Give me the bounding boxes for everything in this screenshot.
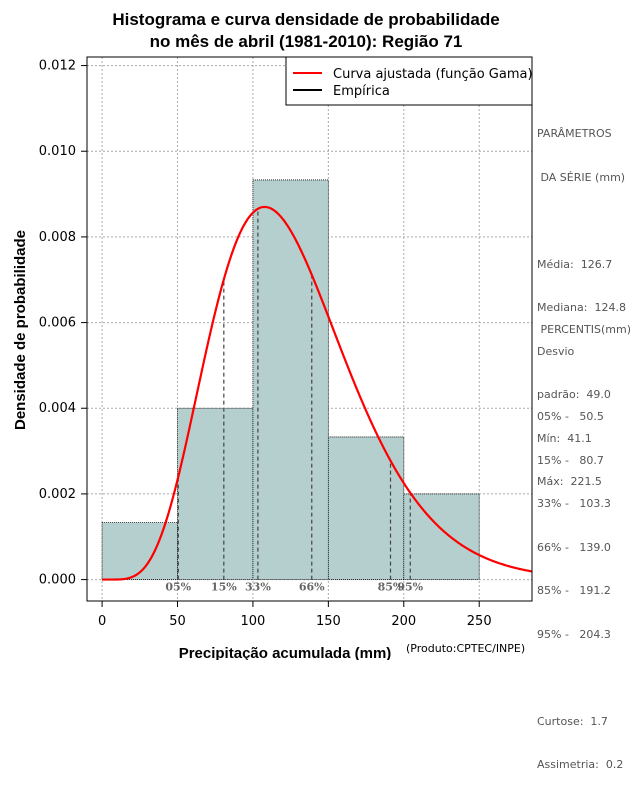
gamma-fit-curve — [102, 205, 533, 581]
percentile-label-05%: 05% — [165, 581, 191, 594]
percentile-66: 66% - 139.0 — [537, 540, 611, 554]
x-tick-label-2: 100 — [241, 614, 266, 629]
skewness: Assimetria: 0.2 — [537, 758, 624, 771]
param-sd: padrão: 49.0 — [537, 388, 611, 401]
credit-text: (Produto:CPTEC/INPE) — [406, 642, 525, 655]
percentile-label-95%: 95% — [397, 581, 423, 594]
histogram-chart: Histograma e curva densidade de probabil… — [12, 10, 533, 660]
percentile-85: 85% - 191.2 — [537, 584, 611, 597]
param-sd-label: Desvio — [537, 344, 575, 358]
y-tick-label-4: 0.008 — [39, 230, 76, 245]
percentiles-panel: PERCENTIS(mm) 05% - 50.5 15% - 80.7 33% … — [537, 294, 631, 787]
y-tick-label-0: 0.000 — [39, 573, 76, 588]
percentile-15: 15% - 80.7 — [537, 453, 604, 467]
x-tick-label-3: 150 — [316, 614, 341, 629]
y-tick-label-2: 0.004 — [39, 401, 76, 416]
histogram-bar-1 — [177, 407, 254, 580]
x-axis-label: Precipitação acumulada (mm) — [179, 645, 392, 660]
y-tick-label-3: 0.006 — [39, 316, 76, 331]
chart-title-line-2: no mês de abril (1981-2010): Região 71 — [150, 32, 463, 51]
percentile-label-66%: 66% — [299, 581, 325, 594]
legend-label-empirical: Empírica — [333, 84, 390, 99]
y-tick-label-1: 0.002 — [39, 487, 76, 502]
y-tick-label-5: 0.010 — [39, 144, 76, 159]
histogram-bar-3 — [327, 436, 405, 580]
param-max: Máx: 221.5 — [537, 475, 602, 488]
percentiles-title: PERCENTIS(mm) — [537, 323, 631, 336]
percentile-05: 05% - 50.5 — [537, 410, 604, 423]
axes: 0 50 100 150 200 250 0.000 0.002 0.004 0.006 0.008… — [39, 56, 533, 629]
percentile-label-85%: 85% — [378, 581, 404, 594]
chart-title-line-1: Histograma e curva densidade de probabil… — [112, 10, 499, 29]
legend-box — [285, 56, 533, 106]
percentile-95: 95% - 204.3 — [537, 627, 611, 641]
legend-label-gamma: Curva ajustada (função Gama) — [333, 67, 533, 82]
gamma-curve-layer — [102, 205, 533, 581]
histogram-bar-4 — [403, 493, 480, 580]
percentile-33: 33% - 103.3 — [537, 497, 611, 510]
parameters-title-line-1: PARÂMETROS — [537, 127, 612, 140]
percentile-label-15%: 15% — [211, 581, 237, 594]
x-tick-label-5: 250 — [467, 614, 492, 629]
percentile-label-33%: 33% — [245, 581, 271, 594]
legend: Curva ajustada (função Gama) Empírica — [285, 56, 533, 106]
x-tick-label-4: 200 — [391, 614, 416, 629]
param-mean: Média: 126.7 — [537, 257, 613, 271]
param-median: Mediana: 124.8 — [537, 301, 626, 314]
histogram-bars — [101, 179, 480, 580]
histogram-bar-2 — [252, 179, 329, 580]
param-min: Mín: 41.1 — [537, 431, 592, 445]
y-axis-label: Densidade de probabilidade — [12, 230, 29, 430]
histogram-bar-0 — [101, 522, 178, 580]
percentile-lines: 05% 15% 33% 66% 85%95% — [165, 208, 424, 594]
series-parameters-panel: PARÂMETROS DA SÉRIE (mm) Média: 126.7 Me… — [537, 98, 626, 504]
kurtosis: Curtose: 1.7 — [537, 714, 608, 728]
parameters-title-line-2: DA SÉRIE (mm) — [537, 170, 626, 184]
x-tick-label-1: 50 — [169, 614, 186, 629]
y-tick-label-6: 0.012 — [39, 59, 76, 74]
x-tick-label-0: 0 — [98, 614, 106, 629]
